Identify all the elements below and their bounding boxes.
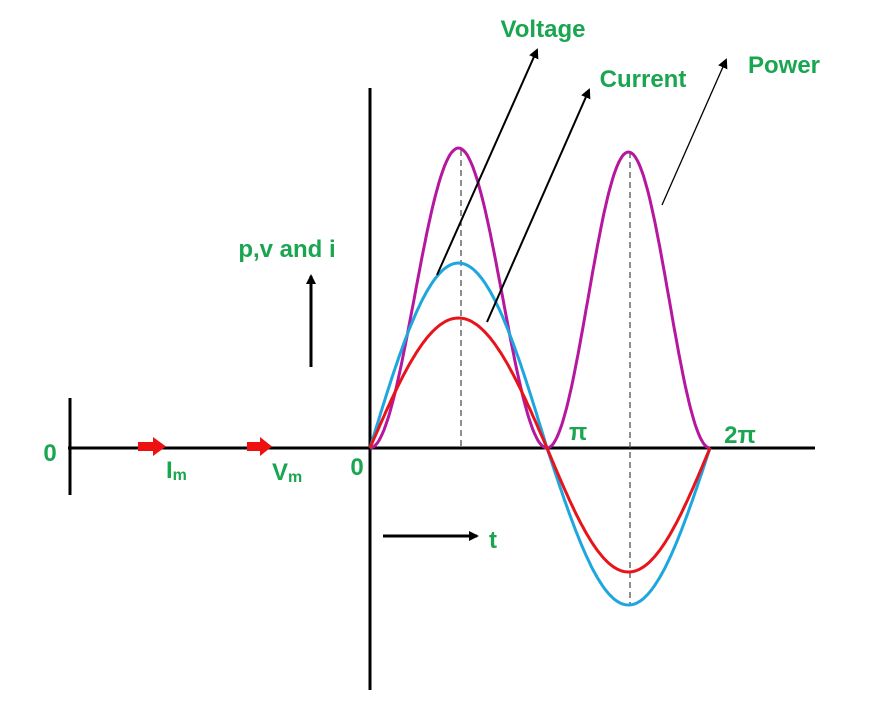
- power-curve: [369, 146, 711, 450]
- origin-left-label: 0: [43, 440, 56, 467]
- current-curve: [368, 316, 712, 574]
- voltage-pointer-arrow: [436, 48, 539, 276]
- power-label: Power: [748, 52, 820, 79]
- t-axis-label: t: [489, 527, 497, 554]
- vm-label: Vm: [272, 459, 302, 486]
- im-phasor-arrow: [138, 437, 166, 456]
- two-pi-label: 2π: [724, 422, 756, 449]
- current-pointer-arrow: [486, 88, 591, 323]
- vm-phasor-arrow: [247, 437, 272, 456]
- origin-label: 0: [350, 454, 363, 481]
- power-pointer-arrow: [661, 58, 728, 206]
- current-label: Current: [600, 66, 687, 93]
- voltage-label: Voltage: [501, 16, 586, 43]
- y-axis-label: p,v and i: [238, 236, 335, 263]
- pi-label: π: [569, 419, 587, 446]
- im-label: Im: [166, 457, 187, 484]
